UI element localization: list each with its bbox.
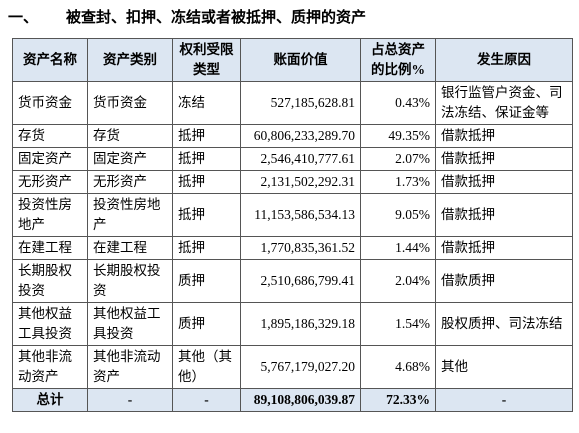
table-cell: 1,895,186,329.18 xyxy=(240,302,361,346)
table-row: 存货 存货 抵押 60,806,233,289.70 49.35% 借款抵押 xyxy=(12,124,573,148)
total-row: 总计 - -89,108,806,039.87 72.33% - xyxy=(12,388,573,412)
table-cell: 5,767,179,027.20 xyxy=(240,345,361,389)
heading: 一、 被查封、扣押、冻结或者被抵押、质押的资产 xyxy=(8,6,366,27)
table-cell: 其他权益工具投资 xyxy=(12,302,88,346)
table-cell: 固定资产 xyxy=(87,147,173,171)
table-row: 其他权益工具投资 其他权益工具投资 质押 1,895,186,329.18 1.54% 股… xyxy=(12,302,573,346)
table-cell: 借款抵押 xyxy=(435,170,573,194)
table-row: 投资性房地产 投资性房地产 抵押 11,153,586,534.13 9.05% 借款抵押 xyxy=(12,193,573,237)
table-cell: 货币资金 xyxy=(87,81,173,125)
table-cell: 借款抵押 xyxy=(435,236,573,260)
table-cell: 无形资产 xyxy=(87,170,173,194)
table-cell: 2.04% xyxy=(360,259,436,303)
table-cell: 投资性房地产 xyxy=(87,193,173,237)
table-row: 无形资产 无形资产 抵押 2,131,502,292.31 1.73% 借款抵押 xyxy=(12,170,573,194)
table-cell: 其他 xyxy=(435,345,573,389)
table-cell: 其他权益工具投资 xyxy=(87,302,173,346)
total-cell: 总计 xyxy=(12,388,88,412)
table-cell: 2,510,686,799.41 xyxy=(240,259,361,303)
total-cell: - xyxy=(172,388,241,412)
table-cell: 借款抵押 xyxy=(435,147,573,171)
table-cell: 借款抵押 xyxy=(435,124,573,148)
table-cell: 长期股权投资 xyxy=(87,259,173,303)
table-cell: 2.07% xyxy=(360,147,436,171)
table-cell: 抵押 xyxy=(172,236,241,260)
table-cell: 其他（其他） xyxy=(172,345,241,389)
table-cell: 其他非流动资产 xyxy=(87,345,173,389)
table-cell: 抵押 xyxy=(172,147,241,171)
table-cell: 抵押 xyxy=(172,124,241,148)
table-cell: 60,806,233,289.70 xyxy=(240,124,361,148)
table-cell: 其他非流动资产 xyxy=(12,345,88,389)
table-cell: 2,131,502,292.31 xyxy=(240,170,361,194)
column-header: 资产名称 xyxy=(12,38,88,82)
column-header: 权利受限类型 xyxy=(172,38,241,82)
table-cell: 长期股权投资 xyxy=(12,259,88,303)
header-row: 资产名称 资产类别 权利受限类型 账面价值 占总资产的比例% 发生原因 xyxy=(12,38,573,82)
table-cell: 4.68% xyxy=(360,345,436,389)
table-cell: 银行监管户资金、司法冻结、保证金等 xyxy=(435,81,573,125)
table-row: 货币资金 货币资金 冻结 527,185,628.81 0.43% 银行监管户资金、司法冻… xyxy=(12,81,573,125)
table-cell: 存货 xyxy=(87,124,173,148)
table-cell: 在建工程 xyxy=(87,236,173,260)
table-cell: 2,546,410,777.61 xyxy=(240,147,361,171)
table-cell: 抵押 xyxy=(172,193,241,237)
total-cell: - xyxy=(87,388,173,412)
table-cell: 存货 xyxy=(12,124,88,148)
total-cell: 89,108,806,039.87 xyxy=(240,388,361,412)
asset-table: 资产名称 资产类别 权利受限类型 账面价值 占总资产的比例% 发生原因 货币资金 货币资金冻… xyxy=(12,38,573,412)
table-row: 其他非流动资产 其他非流动资产 其他（其他） 5,767,179,027.20 4.68… xyxy=(12,345,573,389)
table-cell: 在建工程 xyxy=(12,236,88,260)
table-cell: 质押 xyxy=(172,259,241,303)
table-row: 在建工程 在建工程 抵押 1,770,835,361.52 1.44% 借款抵押 xyxy=(12,236,573,260)
table-cell: 货币资金 xyxy=(12,81,88,125)
table-cell: 投资性房地产 xyxy=(12,193,88,237)
column-header: 发生原因 xyxy=(435,38,573,82)
table-cell: 1,770,835,361.52 xyxy=(240,236,361,260)
column-header: 占总资产的比例% xyxy=(360,38,436,82)
table-row: 长期股权投资 长期股权投资 质押 2,510,686,799.41 2.04% 借款质押 xyxy=(12,259,573,303)
table-cell: 质押 xyxy=(172,302,241,346)
column-header: 资产类别 xyxy=(87,38,173,82)
table-cell: 9.05% xyxy=(360,193,436,237)
total-cell: 72.33% xyxy=(360,388,436,412)
table-cell: 无形资产 xyxy=(12,170,88,194)
table-cell: 1.73% xyxy=(360,170,436,194)
table-row: 固定资产 固定资产 抵押 2,546,410,777.61 2.07% 借款抵押 xyxy=(12,147,573,171)
column-header: 账面价值 xyxy=(240,38,361,82)
table-cell: 11,153,586,534.13 xyxy=(240,193,361,237)
table-cell: 1.54% xyxy=(360,302,436,346)
total-cell: - xyxy=(435,388,573,412)
table-cell: 1.44% xyxy=(360,236,436,260)
heading-number: 一、 xyxy=(8,10,39,26)
table-cell: 49.35% xyxy=(360,124,436,148)
heading-title: 被查封、扣押、冻结或者被抵押、质押的资产 xyxy=(66,10,367,26)
table-cell: 冻结 xyxy=(172,81,241,125)
table-cell: 0.43% xyxy=(360,81,436,125)
table-cell: 527,185,628.81 xyxy=(240,81,361,125)
table-cell: 借款质押 xyxy=(435,259,573,303)
table-cell: 股权质押、司法冻结 xyxy=(435,302,573,346)
table-cell: 抵押 xyxy=(172,170,241,194)
table-cell: 借款抵押 xyxy=(435,193,573,237)
table-cell: 固定资产 xyxy=(12,147,88,171)
